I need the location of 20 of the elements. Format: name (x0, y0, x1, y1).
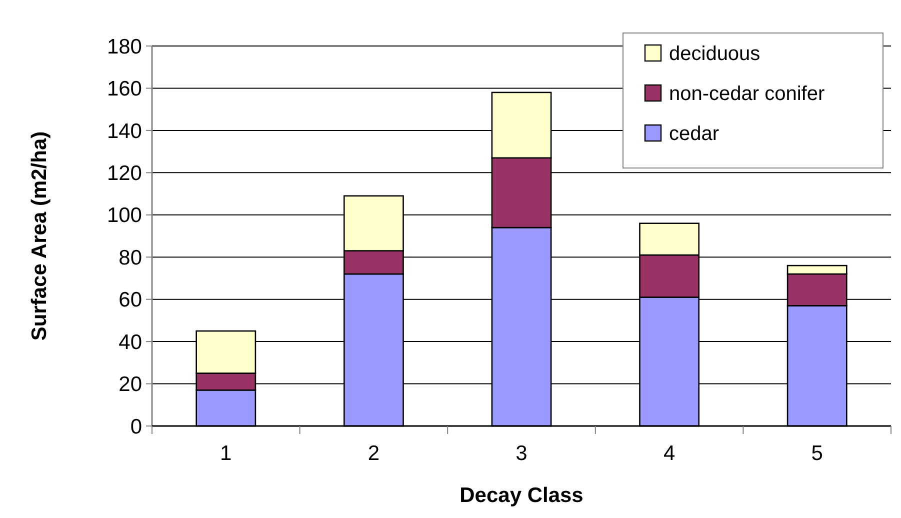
legend-label: cedar (669, 123, 720, 145)
y-tick-label: 120 (106, 162, 142, 186)
x-axis-title: Decay Class (460, 484, 584, 507)
y-tick-label: 180 (106, 35, 142, 58)
x-tick-label: 2 (368, 442, 380, 465)
y-tick-label: 60 (118, 288, 142, 312)
y-tick-label: 140 (106, 120, 142, 143)
y-axis-title: Surface Area (m2/ha) (28, 131, 51, 341)
legend-label: non-cedar conifer (669, 83, 825, 105)
y-tick-label: 100 (106, 204, 142, 228)
legend-label: deciduous (669, 43, 760, 65)
y-tick-label: 40 (118, 330, 142, 354)
x-tick-label: 4 (663, 442, 676, 465)
y-tick-label: 20 (118, 373, 142, 396)
x-tick-label: 5 (811, 442, 823, 465)
x-tick-label: 1 (220, 442, 232, 465)
y-tick-label: 0 (130, 415, 142, 438)
y-tick-label: 80 (118, 246, 142, 270)
x-tick-label: 3 (516, 442, 528, 465)
y-tick-label: 160 (106, 78, 142, 101)
